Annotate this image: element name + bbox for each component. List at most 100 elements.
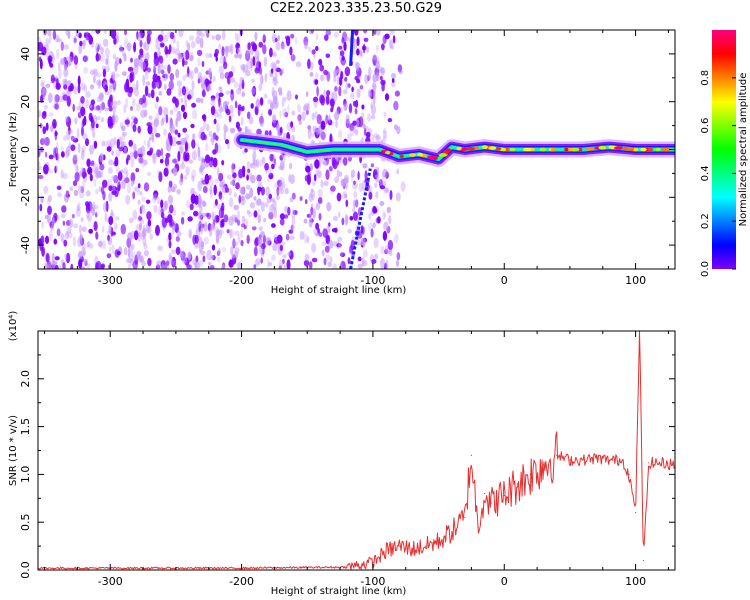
noise-speck (73, 55, 79, 65)
noise-speck (81, 126, 84, 137)
noise-speck (43, 185, 49, 194)
noise-speck (199, 167, 205, 176)
noise-speck (77, 142, 81, 154)
noise-speck (190, 41, 196, 49)
noise-speck (278, 259, 284, 268)
noise-speck (370, 114, 376, 120)
noise-speck (291, 208, 295, 219)
noise-speck (236, 210, 241, 221)
noise-speck (308, 261, 313, 269)
noise-speck (175, 68, 180, 79)
noise-speck (373, 133, 379, 138)
noise-speck (397, 64, 403, 73)
noise-speck (228, 115, 232, 123)
noise-speck (67, 231, 73, 239)
noise-speck (169, 121, 174, 133)
noise-speck (107, 234, 110, 242)
noise-speck (137, 231, 142, 242)
noise-speck (160, 118, 164, 127)
noise-speck (242, 63, 246, 74)
noise-speck (89, 104, 93, 109)
noise-speck (255, 60, 261, 72)
noise-speck (179, 178, 184, 186)
noise-speck (168, 194, 173, 205)
noise-speck (109, 246, 112, 252)
noise-speck (162, 116, 165, 124)
noise-speck (78, 258, 83, 269)
noise-speck (317, 188, 323, 198)
noise-speck (241, 79, 245, 90)
noise-speck (273, 233, 278, 241)
noise-speck (60, 233, 65, 243)
noise-speck (236, 261, 243, 269)
noise-speck (284, 214, 289, 219)
noise-speck (73, 153, 78, 161)
noise-speck (147, 139, 151, 149)
noise-speck (74, 162, 78, 173)
y-axis-label: Frequency (Hz) (8, 112, 19, 188)
noise-speck (126, 42, 132, 52)
noise-speck (329, 256, 333, 263)
noise-speck (373, 87, 376, 98)
noise-speck (342, 89, 348, 95)
noise-speck (128, 217, 134, 224)
noise-speck (204, 173, 210, 185)
noise-speck (180, 138, 186, 146)
noise-speck (165, 141, 169, 151)
noise-speck (152, 153, 157, 165)
noise-speck (137, 156, 144, 164)
noise-speck (314, 79, 319, 85)
noise-speck (38, 166, 43, 171)
carrier-hotspot (501, 147, 507, 152)
noise-speck (108, 224, 112, 234)
noise-speck (195, 97, 202, 103)
noise-speck (48, 34, 52, 44)
noise-speck (106, 253, 112, 259)
noise-speck (48, 55, 52, 65)
noise-speck (176, 230, 182, 237)
noise-speck (279, 160, 285, 171)
noise-speck (339, 50, 345, 57)
noise-speck (194, 243, 199, 249)
noise-speck (55, 141, 59, 153)
noise-speck (195, 255, 199, 263)
noise-speck (387, 239, 394, 251)
noise-speck (307, 125, 312, 133)
noise-speck (109, 212, 115, 217)
noise-speck (260, 74, 264, 86)
noise-speck (71, 136, 77, 141)
x-tick-label: 0 (501, 274, 508, 287)
noise-speck (45, 83, 51, 88)
noise-speck (74, 171, 80, 182)
snr-data-point (346, 566, 348, 568)
noise-speck (272, 52, 277, 57)
noise-speck (343, 103, 348, 112)
noise-speck (323, 180, 329, 187)
noise-speck (100, 46, 104, 55)
noise-speck (389, 190, 393, 200)
noise-speck (43, 164, 49, 175)
noise-speck (114, 61, 118, 72)
noise-speck (86, 263, 91, 269)
snr-data-point (569, 459, 571, 461)
noise-speck (184, 174, 188, 180)
noise-speck (163, 34, 169, 42)
noise-speck (211, 211, 215, 221)
noise-speck (357, 263, 363, 269)
noise-speck (123, 247, 128, 256)
noise-speck (200, 161, 206, 170)
noise-speck (111, 74, 114, 83)
noise-speck (100, 264, 105, 269)
noise-speck (83, 55, 89, 62)
noise-speck (216, 215, 220, 223)
noise-speck (143, 109, 148, 117)
carrier-hotspot (626, 147, 635, 151)
noise-speck (95, 123, 99, 129)
noise-speck (69, 186, 74, 191)
noise-speck (110, 71, 116, 79)
noise-speck (136, 80, 139, 91)
noise-speck (168, 255, 173, 265)
noise-speck (219, 229, 222, 239)
noise-speck (357, 171, 360, 181)
noise-speck (355, 199, 359, 208)
